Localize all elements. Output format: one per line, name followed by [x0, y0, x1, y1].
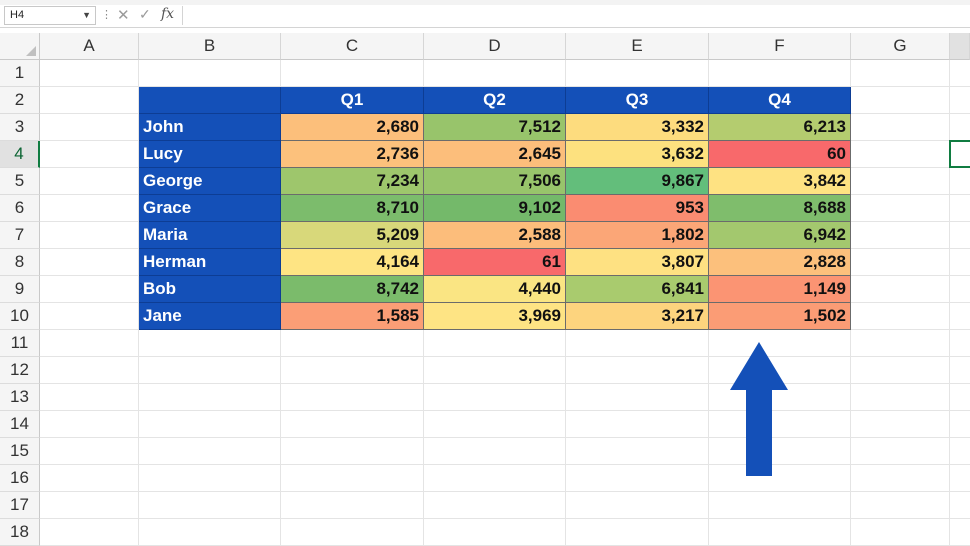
value-cell[interactable]: 3,332 [566, 114, 709, 141]
row-gridline [40, 383, 970, 384]
value-cell[interactable]: 953 [566, 195, 709, 222]
value-cell[interactable]: 7,234 [281, 168, 424, 195]
column-header-h[interactable] [950, 33, 970, 60]
row-gridline [40, 491, 970, 492]
value-cell[interactable]: 2,588 [424, 222, 566, 249]
row-header-2[interactable]: 2 [0, 87, 40, 114]
row-header-13[interactable]: 13 [0, 384, 40, 411]
select-all-corner[interactable] [0, 33, 40, 60]
value-cell[interactable]: 9,102 [424, 195, 566, 222]
name-box[interactable]: H4 ▼ [4, 6, 96, 25]
row-header-4[interactable]: 4 [0, 141, 40, 168]
table-header-blank[interactable] [139, 87, 281, 114]
row-header-8[interactable]: 8 [0, 249, 40, 276]
value-cell[interactable]: 1,802 [566, 222, 709, 249]
name-box-value: H4 [10, 9, 25, 21]
value-cell[interactable]: 2,828 [709, 249, 851, 276]
row-header-5[interactable]: 5 [0, 168, 40, 195]
row-header-3[interactable]: 3 [0, 114, 40, 141]
row-header-1[interactable]: 1 [0, 60, 40, 87]
value-cell[interactable]: 60 [709, 141, 851, 168]
row-header-17[interactable]: 17 [0, 492, 40, 519]
row-header-16[interactable]: 16 [0, 465, 40, 492]
row-header-15[interactable]: 15 [0, 438, 40, 465]
value-cell[interactable]: 6,841 [566, 276, 709, 303]
row-gridline [40, 437, 970, 438]
row-header-7[interactable]: 7 [0, 222, 40, 249]
column-gridline [138, 60, 139, 546]
row-header-10[interactable]: 10 [0, 303, 40, 330]
name-cell[interactable]: George [139, 168, 281, 195]
formula-bar: H4 ▼ ⋮ ✕ ✓ fx [0, 5, 970, 28]
more-options-icon[interactable]: ⋮ [101, 9, 112, 21]
row-gridline [40, 356, 970, 357]
value-cell[interactable]: 2,680 [281, 114, 424, 141]
value-cell[interactable]: 3,842 [709, 168, 851, 195]
value-cell[interactable]: 2,645 [424, 141, 566, 168]
value-cell[interactable]: 7,512 [424, 114, 566, 141]
row-header-11[interactable]: 11 [0, 330, 40, 357]
cancel-icon[interactable]: ✕ [117, 7, 130, 24]
value-cell[interactable]: 3,632 [566, 141, 709, 168]
table-header-q3[interactable]: Q3 [566, 87, 709, 114]
row-gridline [40, 464, 970, 465]
value-cell[interactable]: 3,969 [424, 303, 566, 330]
table-header-q2[interactable]: Q2 [424, 87, 566, 114]
row-header-9[interactable]: 9 [0, 276, 40, 303]
value-cell[interactable]: 3,807 [566, 249, 709, 276]
name-cell[interactable]: Maria [139, 222, 281, 249]
value-cell[interactable]: 3,217 [566, 303, 709, 330]
value-cell[interactable]: 61 [424, 249, 566, 276]
up-arrow-shape [730, 342, 788, 476]
row-gridline [40, 518, 970, 519]
value-cell[interactable]: 1,502 [709, 303, 851, 330]
name-cell[interactable]: Grace [139, 195, 281, 222]
name-cell[interactable]: Bob [139, 276, 281, 303]
column-header-c[interactable]: C [281, 33, 424, 60]
chevron-down-icon[interactable]: ▼ [82, 10, 91, 20]
active-cell-selection[interactable] [949, 140, 970, 168]
value-cell[interactable]: 9,867 [566, 168, 709, 195]
name-cell[interactable]: Jane [139, 303, 281, 330]
column-header-d[interactable]: D [424, 33, 566, 60]
column-header-f[interactable]: F [709, 33, 851, 60]
column-header-e[interactable]: E [566, 33, 709, 60]
value-cell[interactable]: 6,213 [709, 114, 851, 141]
row-header-12[interactable]: 12 [0, 357, 40, 384]
select-all-triangle [26, 46, 36, 56]
spreadsheet-grid[interactable]: A B C D E F G 1 2 3 4 5 6 7 8 9 10 11 12 13 14 15 16 17 18 Q1 Q2 Q3… [0, 27, 970, 546]
column-header-g[interactable]: G [851, 33, 950, 60]
value-cell[interactable]: 6,942 [709, 222, 851, 249]
column-header-a[interactable]: A [40, 33, 139, 60]
formula-input[interactable] [182, 6, 970, 25]
row-header-6[interactable]: 6 [0, 195, 40, 222]
value-cell[interactable]: 5,209 [281, 222, 424, 249]
value-cell[interactable]: 7,506 [424, 168, 566, 195]
name-cell[interactable]: John [139, 114, 281, 141]
value-cell[interactable]: 2,736 [281, 141, 424, 168]
row-gridline [40, 410, 970, 411]
name-cell[interactable]: Herman [139, 249, 281, 276]
value-cell[interactable]: 8,710 [281, 195, 424, 222]
value-cell[interactable]: 8,688 [709, 195, 851, 222]
column-gridline [949, 60, 950, 546]
insert-function-icon[interactable]: fx [161, 6, 175, 22]
table-header-q4[interactable]: Q4 [709, 87, 851, 114]
column-header-b[interactable]: B [139, 33, 281, 60]
name-cell[interactable]: Lucy [139, 141, 281, 168]
row-gridline [40, 86, 970, 87]
value-cell[interactable]: 4,164 [281, 249, 424, 276]
value-cell[interactable]: 1,149 [709, 276, 851, 303]
row-header-18[interactable]: 18 [0, 519, 40, 546]
row-header-14[interactable]: 14 [0, 411, 40, 438]
enter-icon[interactable]: ✓ [139, 6, 151, 22]
table-header-q1[interactable]: Q1 [281, 87, 424, 114]
value-cell[interactable]: 1,585 [281, 303, 424, 330]
value-cell[interactable]: 4,440 [424, 276, 566, 303]
up-arrow-annotation [730, 342, 788, 476]
value-cell[interactable]: 8,742 [281, 276, 424, 303]
